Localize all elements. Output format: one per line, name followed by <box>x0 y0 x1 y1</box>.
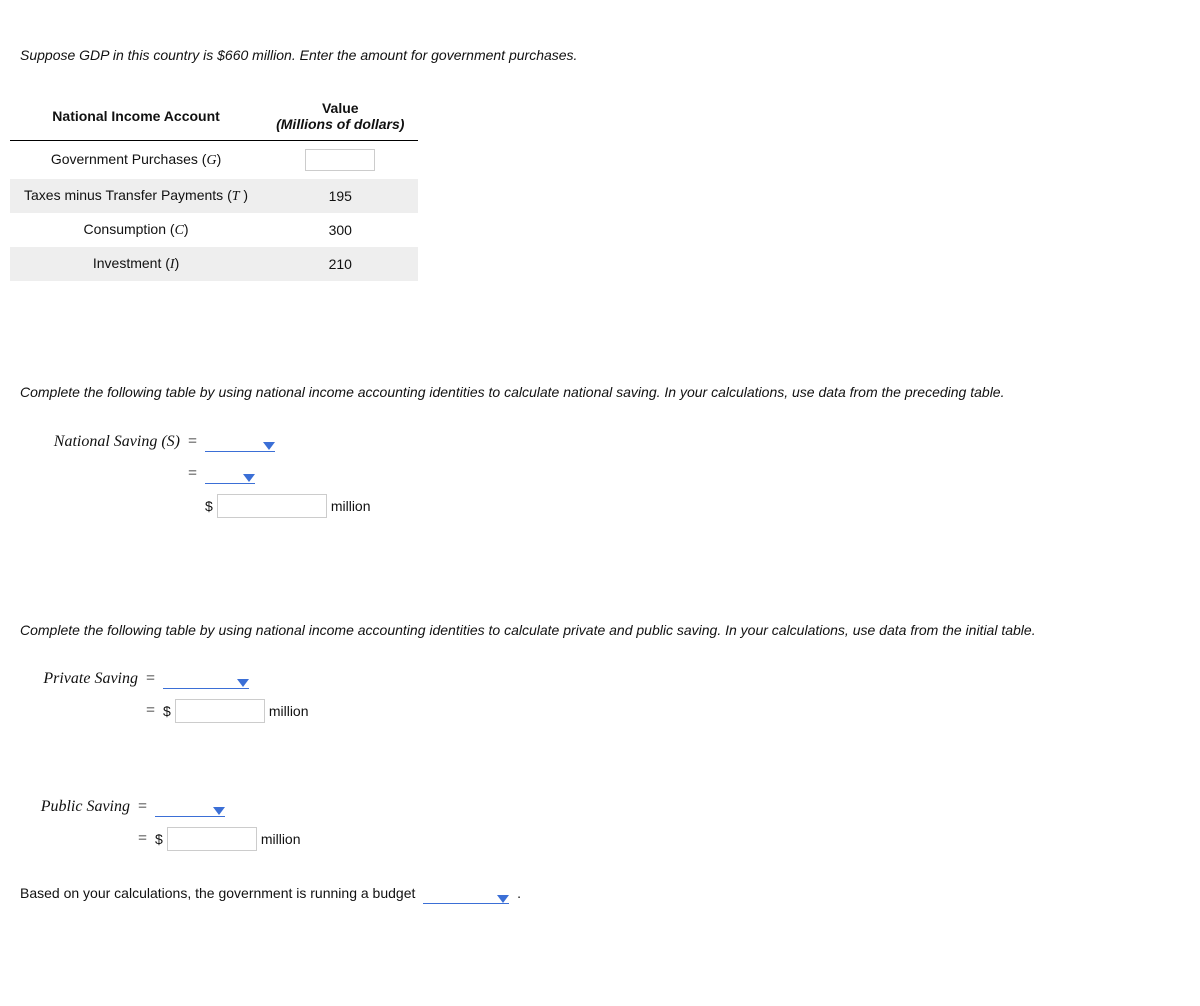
final-pre: Based on your calculations, the governme… <box>20 885 415 901</box>
national-saving-block: National Saving (S) = = = $ million <box>20 429 1180 519</box>
table-header-account: National Income Account <box>10 92 262 141</box>
row-value <box>262 140 418 179</box>
table-row: Investment (I) 210 <box>10 247 418 281</box>
table-header-value-bot: (Millions of dollars) <box>276 116 404 132</box>
public-saving-block: Public Saving = = $ million <box>20 794 1180 852</box>
private-saving-block: Private Saving = = $ million <box>20 666 1180 724</box>
public-saving-label: Public Saving <box>20 798 130 816</box>
national-saving-label: National Saving (S) <box>20 433 180 451</box>
row-value: 210 <box>262 247 418 281</box>
row-label: Consumption (C) <box>10 213 262 247</box>
unit-million: million <box>269 703 309 719</box>
table-row: Consumption (C) 300 <box>10 213 418 247</box>
equals-sign: = <box>188 433 197 451</box>
public-saving-input[interactable] <box>167 827 257 851</box>
budget-conclusion: Based on your calculations, the governme… <box>20 882 1180 906</box>
final-post: . <box>517 885 521 901</box>
section2-instruction: Complete the following table by using na… <box>20 381 1180 405</box>
table-row: Government Purchases (G) <box>10 140 418 179</box>
chevron-down-icon <box>213 807 225 815</box>
row-value: 300 <box>262 213 418 247</box>
unit-million: million <box>331 498 371 514</box>
equals-sign: = <box>146 702 155 720</box>
equals-sign: = <box>138 830 147 848</box>
equals-sign: = <box>138 798 147 816</box>
equals-sign: = <box>188 465 197 483</box>
chevron-down-icon <box>237 679 249 687</box>
dollar-sign: $ <box>163 703 171 719</box>
row-label: Government Purchases (G) <box>10 140 262 179</box>
national-saving-dropdown-1[interactable] <box>205 432 275 452</box>
national-income-table: National Income Account Value (Millions … <box>10 92 418 281</box>
table-header-value: Value (Millions of dollars) <box>262 92 418 141</box>
table-header-value-top: Value <box>276 100 404 116</box>
private-saving-label: Private Saving <box>20 670 138 688</box>
section3-instruction: Complete the following table by using na… <box>20 619 1180 643</box>
chevron-down-icon <box>243 474 255 482</box>
gov-purchases-input[interactable] <box>305 149 375 171</box>
national-saving-input[interactable] <box>217 494 327 518</box>
dollar-sign: $ <box>155 831 163 847</box>
equals-sign: = <box>146 670 155 688</box>
chevron-down-icon <box>497 895 509 903</box>
national-saving-dropdown-2[interactable] <box>205 464 255 484</box>
row-label: Investment (I) <box>10 247 262 281</box>
public-saving-dropdown[interactable] <box>155 797 225 817</box>
private-saving-input[interactable] <box>175 699 265 723</box>
chevron-down-icon <box>263 442 275 450</box>
intro-instruction: Suppose GDP in this country is $660 mill… <box>20 44 1180 68</box>
row-label: Taxes minus Transfer Payments (T ) <box>10 179 262 213</box>
table-row: Taxes minus Transfer Payments (T ) 195 <box>10 179 418 213</box>
dollar-sign: $ <box>205 498 213 514</box>
row-value: 195 <box>262 179 418 213</box>
private-saving-dropdown[interactable] <box>163 669 249 689</box>
budget-dropdown[interactable] <box>423 886 509 904</box>
unit-million: million <box>261 831 301 847</box>
